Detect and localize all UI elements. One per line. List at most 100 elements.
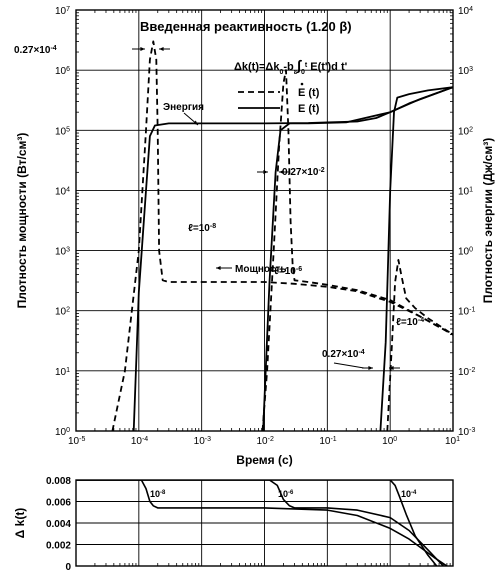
annotation-text: 0.27×10 [322,349,359,360]
tick-base: 10 [445,436,457,447]
sub-delta-k-curve [76,480,448,566]
y-right-tick-label: 10-3 [458,427,475,439]
plot-frame [75,9,454,432]
y-left-tick-label: 102 [55,306,70,318]
tick-base: 10 [55,126,67,137]
annotation-gen-4: ℓ=10-4 [396,317,424,329]
x-tick-label: 10-2 [257,436,274,448]
tick-base: 10 [55,247,67,258]
power-curve-dashed [386,259,453,431]
tick-exponent: -1 [330,436,336,443]
power-curve-dashed [111,40,453,431]
annotation-power: Мощность [235,264,287,275]
annotation-text: Энергия [163,102,204,113]
tick-base: 10 [319,436,331,447]
tick-base: 10 [55,66,67,77]
x-tick-label: 10-5 [68,436,85,448]
y-left-tick-label: 106 [55,66,70,78]
main-series-group [111,40,453,431]
tick-exponent: -4 [142,436,148,443]
tick-exponent: -5 [79,436,85,443]
sub-curve-label-base: 10 [150,489,160,499]
y-left-tick-label: 107 [55,6,70,18]
tick-base: 10 [55,6,67,17]
y-axis-left-label: Плотность мощности (Вт/см³) [15,133,29,309]
annotation-width-2: 0.27×10-2 [282,167,325,179]
annotation-text: ℓ=10 [188,223,210,234]
tick-exponent: 7 [66,6,70,13]
y-right-tick-label: 101 [458,186,473,198]
formula-sub: 0 [279,69,283,76]
tick-exponent: 4 [66,186,70,193]
y-right-tick-label: 103 [458,66,473,78]
formula-integral: ∫ [296,57,302,74]
legend-label-power: E (t) [298,87,320,99]
x-tick-label: 10-1 [319,436,336,448]
sub-curve-label-base: 10 [278,489,288,499]
y-right-tick-label: 104 [458,6,473,18]
legend-dot [300,82,304,86]
sub-curve-label: 10-8 [150,489,166,499]
y-left-tick-label: 101 [55,366,70,378]
tick-exponent: 1 [469,186,473,193]
tick-exponent: -1 [469,306,475,313]
tick-base: 10 [458,126,470,137]
sub-curve-label-exp: -6 [288,490,294,496]
tick-base: 10 [458,6,470,17]
tick-exponent: 5 [66,126,70,133]
annotation-exponent: -4 [358,349,364,356]
sub-series-group [76,480,448,566]
formula-body: E(t')d t' [307,61,347,73]
annotation-arrow-head [263,170,268,174]
tick-base: 10 [55,427,67,438]
sub-curve-label-exp: -8 [160,490,166,496]
annotation-arrow-head [279,170,284,174]
annotation-arrow-head [216,266,221,270]
tick-exponent: 0 [393,436,397,443]
tick-base: 10 [458,66,470,77]
tick-exponent: -2 [469,366,475,373]
tick-base: 10 [458,307,470,318]
sub-y-tick-label: 0.002 [46,541,71,552]
annotation-exponent: -6 [296,266,302,273]
sub-curve-label: 10-4 [401,489,417,499]
tick-exponent: 6 [66,66,70,73]
annotation-arrow-head [368,366,373,370]
annotation-arrow-head [140,47,145,51]
tick-base: 10 [382,436,394,447]
tick-exponent: 2 [66,306,70,313]
formula-sub: ε [294,69,298,76]
y-axis-right-label: Плотность энергии (Дж/см³) [481,138,495,304]
tick-exponent: 1 [66,366,70,373]
sub-curve-label: 10-6 [278,489,294,499]
annotation-text: ℓ=10 [274,266,296,277]
tick-exponent: 3 [66,246,70,253]
y-left-tick-label: 104 [55,186,70,198]
sub-delta-k-curve [76,480,438,566]
sub-y-tick-label: 0.004 [46,519,71,530]
annotation-exponent: -2 [318,167,324,174]
legend-label-energy: E (t) [298,103,320,115]
tick-base: 10 [68,436,80,447]
tick-base: 10 [55,307,67,318]
sub-y-tick-label: 0 [65,562,71,572]
y-left-tick-label: 105 [55,126,70,138]
annotation-arrow-head [193,120,198,125]
tick-base: 10 [194,436,206,447]
x-tick-label: 10-4 [131,436,148,448]
annotation-text: 0.27×10 [14,45,51,56]
annotation-gen-8: ℓ=10-8 [188,223,216,235]
power-curve-dashed [261,69,453,431]
sub-y-tick-label: 0.008 [46,476,71,487]
y-right-tick-label: 102 [458,126,473,138]
annotation-arrow-head [159,47,164,51]
y-left-tick-label: 103 [55,246,70,257]
formula: Δk(t)=Δk0-bε∫0t E(t')d t' [234,57,348,76]
formula-upper: t [305,62,308,69]
energy-curve-solid [262,86,453,431]
sub-delta-k-curve [76,480,444,566]
tick-base: 10 [257,436,269,447]
tick-exponent: 0 [66,427,70,434]
x-tick-label: 101 [445,436,460,448]
